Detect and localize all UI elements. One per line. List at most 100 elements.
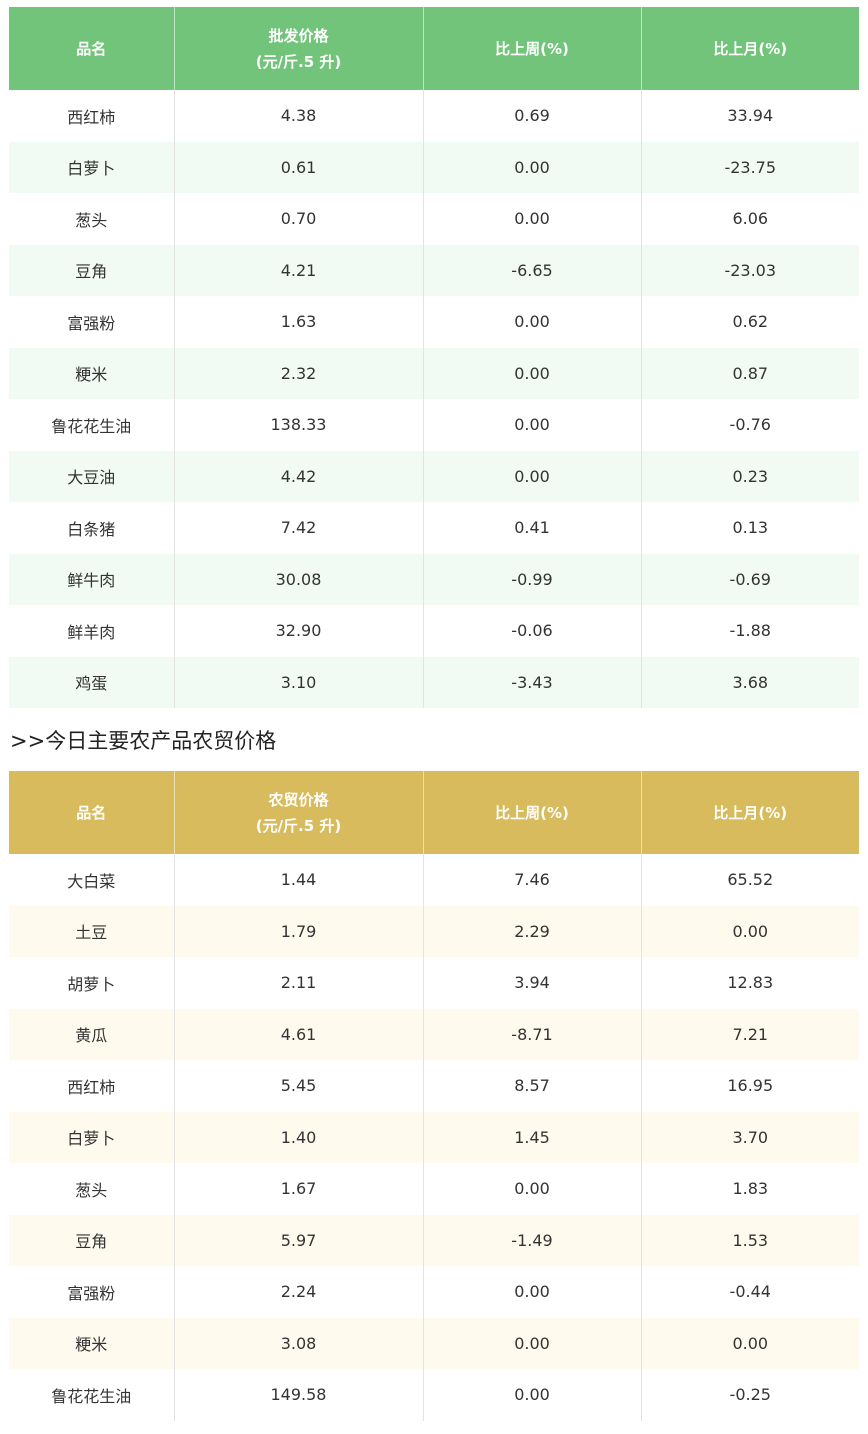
table-row: 鲜牛肉 30.08 -0.99 -0.69: [9, 553, 859, 605]
cell-week-change: 0.00: [422, 450, 641, 502]
cell-month-change: -0.25: [640, 1369, 859, 1421]
cell-price: 3.08: [173, 1317, 423, 1369]
cell-week-change: 0.00: [422, 1369, 641, 1421]
cell-name: 大白菜: [67, 871, 116, 891]
cell-price: 4.61: [173, 1008, 423, 1060]
header-month-change: 比上月(%): [640, 771, 859, 854]
cell-price: 5.45: [173, 1060, 423, 1112]
table-row: 鲁花花生油 138.33 0.00 -0.76: [9, 399, 859, 451]
cell-month-change: -1.88: [640, 605, 859, 657]
cell-price: 32.90: [173, 605, 423, 657]
cell-month-change: 0.87: [640, 347, 859, 399]
cell-week-change: 0.00: [422, 1163, 641, 1215]
cell-name: 鲁花花生油: [51, 1386, 132, 1406]
header-price: 批发价格 (元/斤.5 升): [173, 7, 423, 90]
header-price-line1: 批发价格: [268, 26, 329, 45]
header-week-change: 比上周(%): [422, 7, 641, 90]
cell-month-change: 0.13: [640, 502, 859, 554]
cell-month-change: 1.83: [640, 1163, 859, 1215]
table-row: 白萝卜 0.61 0.00 -23.75: [9, 141, 859, 193]
cell-name: 西红柿: [67, 1077, 116, 1097]
header-price-line2: (元/斤.5 升): [255, 816, 342, 835]
cell-month-change: 6.06: [640, 193, 859, 245]
cell-month-change: 1.53: [640, 1214, 859, 1266]
cell-name: 豆角: [75, 262, 108, 282]
cell-price: 3.10: [173, 656, 423, 708]
cell-name: 粳米: [75, 365, 108, 385]
table-row: 胡萝卜 2.11 3.94 12.83: [9, 957, 859, 1009]
cell-price: 0.70: [173, 193, 423, 245]
table-row: 葱头 0.70 0.00 6.06: [9, 193, 859, 245]
cell-price: 5.97: [173, 1214, 423, 1266]
cell-week-change: 0.00: [422, 1266, 641, 1318]
cell-month-change: 33.94: [640, 90, 859, 142]
cell-week-change: 0.00: [422, 1317, 641, 1369]
cell-price: 138.33: [173, 399, 423, 451]
cell-month-change: -23.75: [640, 141, 859, 193]
cell-week-change: -0.06: [422, 605, 641, 657]
section-title: >>今日主要农产品农贸价格: [10, 729, 277, 753]
cell-price: 1.40: [173, 1111, 423, 1163]
cell-price: 7.42: [173, 502, 423, 554]
header-name: 品名: [76, 803, 107, 822]
cell-week-change: -1.49: [422, 1214, 641, 1266]
cell-week-change: 0.00: [422, 399, 641, 451]
cell-week-change: -8.71: [422, 1008, 641, 1060]
cell-price: 4.21: [173, 244, 423, 296]
cell-price: 1.63: [173, 296, 423, 348]
cell-price: 2.32: [173, 347, 423, 399]
header-week-change: 比上周(%): [422, 771, 641, 854]
cell-month-change: 7.21: [640, 1008, 859, 1060]
table-row: 豆角 5.97 -1.49 1.53: [9, 1214, 859, 1266]
cell-month-change: 3.70: [640, 1111, 859, 1163]
header-price-line1: 农贸价格: [268, 790, 329, 809]
cell-week-change: 1.45: [422, 1111, 641, 1163]
table-row: 黄瓜 4.61 -8.71 7.21: [9, 1008, 859, 1060]
cell-week-change: -3.43: [422, 656, 641, 708]
cell-week-change: 0.00: [422, 193, 641, 245]
cell-month-change: 16.95: [640, 1060, 859, 1112]
table-row: 鸡蛋 3.10 -3.43 3.68: [9, 656, 859, 708]
cell-price: 1.79: [173, 905, 423, 957]
table-row: 富强粉 1.63 0.00 0.62: [9, 296, 859, 348]
cell-name: 胡萝卜: [67, 974, 116, 994]
cell-name: 白萝卜: [67, 159, 116, 179]
header-price: 农贸价格 (元/斤.5 升): [173, 771, 423, 854]
cell-week-change: -6.65: [422, 244, 641, 296]
cell-week-change: 0.00: [422, 141, 641, 193]
cell-month-change: 3.68: [640, 656, 859, 708]
cell-week-change: 2.29: [422, 905, 641, 957]
cell-week-change: 3.94: [422, 957, 641, 1009]
cell-name: 豆角: [75, 1232, 108, 1252]
table-row: 葱头 1.67 0.00 1.83: [9, 1163, 859, 1215]
header-name: 品名: [76, 39, 107, 58]
cell-price: 2.24: [173, 1266, 423, 1318]
header-price-line2: (元/斤.5 升): [255, 52, 342, 71]
table-row: 大豆油 4.42 0.00 0.23: [9, 450, 859, 502]
cell-price: 2.11: [173, 957, 423, 1009]
cell-name: 白萝卜: [67, 1129, 116, 1149]
cell-week-change: 8.57: [422, 1060, 641, 1112]
cell-name: 大豆油: [67, 468, 116, 488]
cell-name: 葱头: [75, 1180, 108, 1200]
header-month-change: 比上月(%): [640, 7, 859, 90]
table-row: 白萝卜 1.40 1.45 3.70: [9, 1111, 859, 1163]
cell-name: 鸡蛋: [75, 674, 108, 694]
cell-month-change: 0.00: [640, 905, 859, 957]
cell-price: 4.42: [173, 450, 423, 502]
cell-week-change: 0.69: [422, 90, 641, 142]
cell-week-change: 7.46: [422, 854, 641, 906]
cell-name: 富强粉: [67, 313, 116, 333]
cell-price: 1.67: [173, 1163, 423, 1215]
cell-month-change: 12.83: [640, 957, 859, 1009]
cell-month-change: -0.76: [640, 399, 859, 451]
cell-week-change: 0.00: [422, 296, 641, 348]
cell-month-change: 65.52: [640, 854, 859, 906]
cell-name: 鲜牛肉: [67, 571, 116, 591]
wholesale-price-table: 品名 批发价格 (元/斤.5 升) 比上周(%) 比上月(%) 西红柿 4.38 0…: [9, 7, 859, 708]
cell-price: 1.44: [173, 854, 423, 906]
table-row: 大白菜 1.44 7.46 65.52: [9, 854, 859, 906]
table-row: 白条猪 7.42 0.41 0.13: [9, 502, 859, 554]
table-row: 西红柿 4.38 0.69 33.94: [9, 90, 859, 142]
table-row: 西红柿 5.45 8.57 16.95: [9, 1060, 859, 1112]
